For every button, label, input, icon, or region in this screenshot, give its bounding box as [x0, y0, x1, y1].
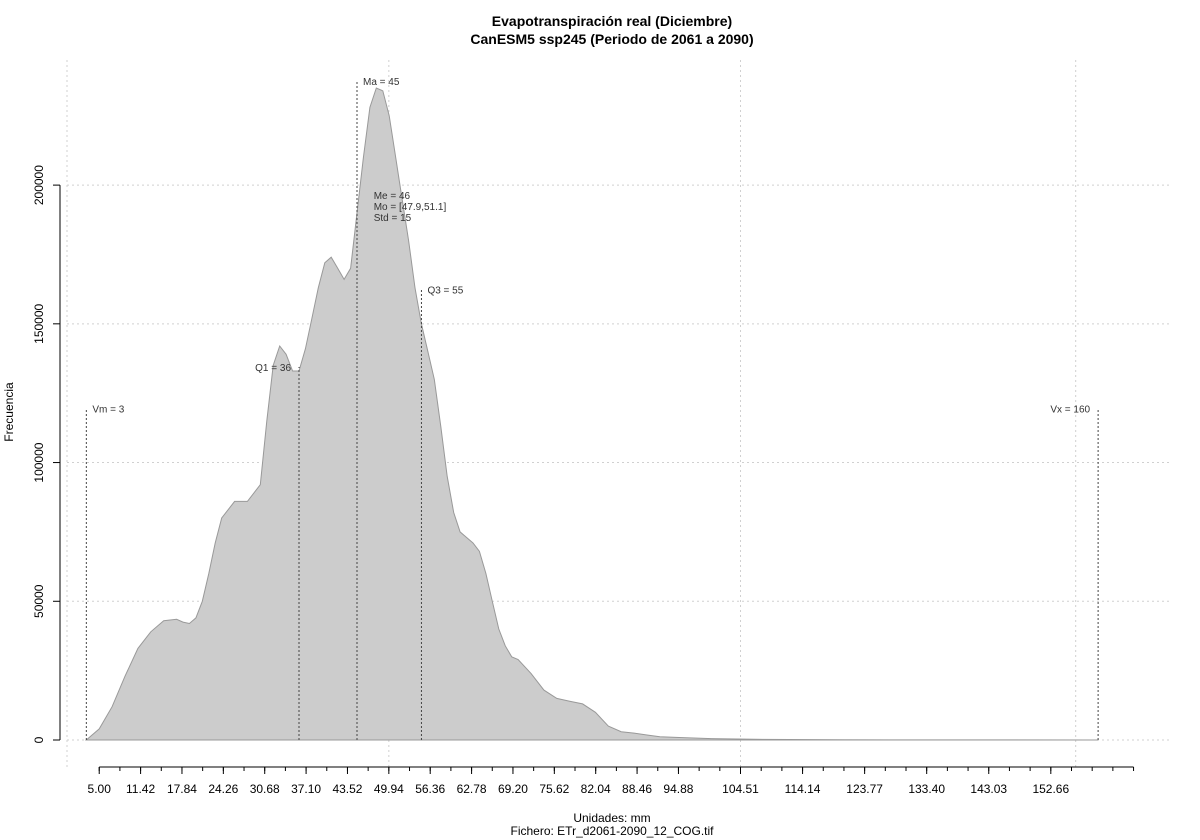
y-tick-label-3: 150000 — [32, 303, 46, 343]
x-tick-label-12: 82.04 — [581, 782, 611, 796]
y-axis-label: Frecuencia — [2, 382, 16, 442]
y-tick-label-0: 0 — [32, 736, 46, 743]
y-tick-label-2: 100000 — [32, 442, 46, 482]
x-tick-label-4: 30.68 — [250, 782, 280, 796]
annotation-label-0: Vm = 3 — [92, 405, 124, 416]
chart-subtitle: CanESM5 ssp245 (Periodo de 2061 a 2090) — [470, 31, 753, 47]
x-tick-label-9: 62.78 — [457, 782, 487, 796]
x-tick-label-11: 75.62 — [539, 782, 569, 796]
x-tick-label-17: 123.77 — [846, 782, 883, 796]
x-tick-label-5: 37.10 — [291, 782, 321, 796]
stats-line-1: Mo = [47.9,51.1] — [374, 202, 447, 213]
x-tick-label-7: 49.94 — [374, 782, 404, 796]
stats-line-2: Std = 15 — [374, 213, 412, 224]
y-tick-label-4: 200000 — [32, 165, 46, 205]
x-tick-label-8: 56.36 — [415, 782, 445, 796]
annotation-label-4: Vx = 160 — [1050, 405, 1090, 416]
x-tick-label-19: 143.03 — [970, 782, 1007, 796]
annotation-label-2: Ma = 45 — [363, 77, 400, 88]
stats-line-0: Me = 46 — [374, 191, 411, 202]
x-tick-label-1: 11.42 — [126, 782, 155, 796]
annotations: Vm = 3 Q1 = 36 Ma = 45 Q3 = 55 Vx = 160 Me = … — [85, 77, 1099, 740]
x-tick-label-2: 17.84 — [167, 782, 197, 796]
density-area — [84, 87, 1099, 741]
chart-title: Evapotranspiración real (Diciembre) — [492, 13, 732, 29]
x-tick-label-18: 133.40 — [908, 782, 945, 796]
x-tick-label-3: 24.26 — [208, 782, 238, 796]
x-tick-label-10: 69.20 — [498, 782, 528, 796]
x-tick-label-14: 94.88 — [663, 782, 693, 796]
y-axis: 0 50000 100000 150000 200000 — [32, 165, 61, 743]
x-tick-label-0: 5.00 — [88, 782, 112, 796]
y-tick-label-1: 50000 — [32, 584, 46, 618]
x-tick-label-6: 43.52 — [332, 782, 362, 796]
x-tick-label-16: 114.14 — [785, 782, 821, 796]
annotation-label-1: Q1 = 36 — [255, 363, 291, 374]
x-tick-label-20: 152.66 — [1032, 782, 1069, 796]
x-tick-label-15: 104.51 — [722, 782, 759, 796]
x-tick-label-13: 88.46 — [622, 782, 652, 796]
x-axis-label: Unidades: mm — [573, 811, 650, 825]
file-caption: Fichero: ETr_d2061-2090_12_COG.tif — [511, 824, 715, 838]
annotation-label-3: Q3 = 55 — [427, 285, 463, 296]
x-axis: 5.00 11.42 17.84 24.26 30.68 37.10 43.52 49.94 5… — [88, 766, 1135, 796]
